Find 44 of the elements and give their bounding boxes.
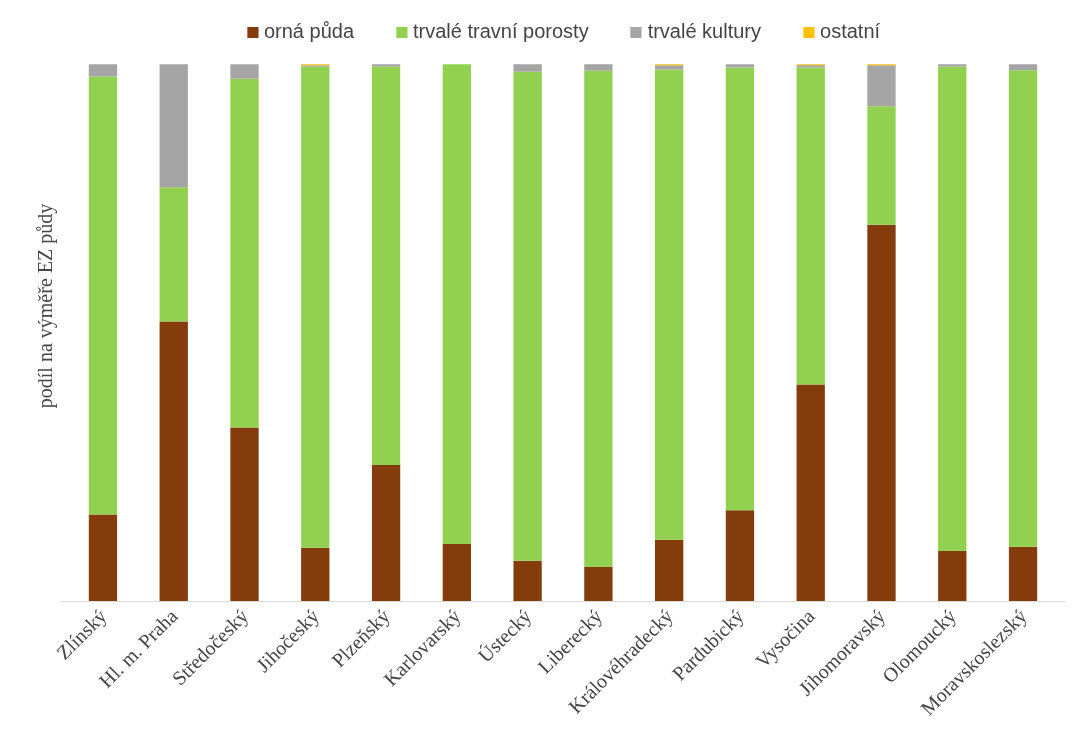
bar [159, 187, 188, 322]
bar [513, 64, 542, 72]
bar [1008, 546, 1038, 602]
bar [371, 66, 401, 466]
bar [584, 70, 613, 568]
bar [796, 67, 825, 385]
bar [867, 65, 896, 107]
bar [938, 551, 967, 602]
bar [159, 64, 188, 188]
bar [301, 66, 330, 548]
bar [371, 64, 401, 67]
bar [867, 224, 896, 602]
bar [725, 510, 755, 602]
legend-label: trvalé kultury [647, 20, 762, 43]
bar [230, 427, 259, 602]
bar [584, 567, 613, 602]
bar [796, 384, 825, 602]
bar [867, 106, 896, 225]
bar [442, 64, 471, 545]
bar [159, 321, 188, 602]
bar [513, 71, 542, 561]
bar [725, 64, 755, 68]
y-axis-title: podíl na výměře EZ půdy [33, 203, 57, 409]
bar [301, 547, 330, 602]
bar [1008, 64, 1038, 71]
bar [230, 78, 259, 428]
bar [88, 64, 118, 77]
bar [725, 67, 755, 511]
bar [655, 65, 684, 70]
bar [584, 64, 613, 71]
bar [88, 76, 118, 515]
bar [371, 465, 401, 602]
bar [938, 64, 967, 67]
bar [1008, 70, 1038, 547]
bar [655, 539, 684, 602]
bar [938, 66, 967, 551]
bar [442, 544, 471, 602]
legend-label: orná půda [263, 20, 355, 43]
legend-label: ostatní [820, 20, 881, 43]
legend-label: trvalé travní porosty [413, 20, 589, 43]
bar [230, 64, 259, 79]
bar [88, 514, 118, 602]
bar [655, 69, 684, 540]
bar [513, 560, 542, 602]
